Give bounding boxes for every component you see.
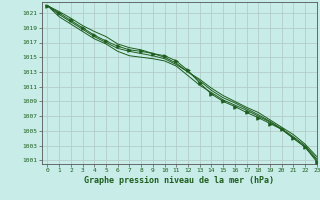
X-axis label: Graphe pression niveau de la mer (hPa): Graphe pression niveau de la mer (hPa) [84,176,274,185]
